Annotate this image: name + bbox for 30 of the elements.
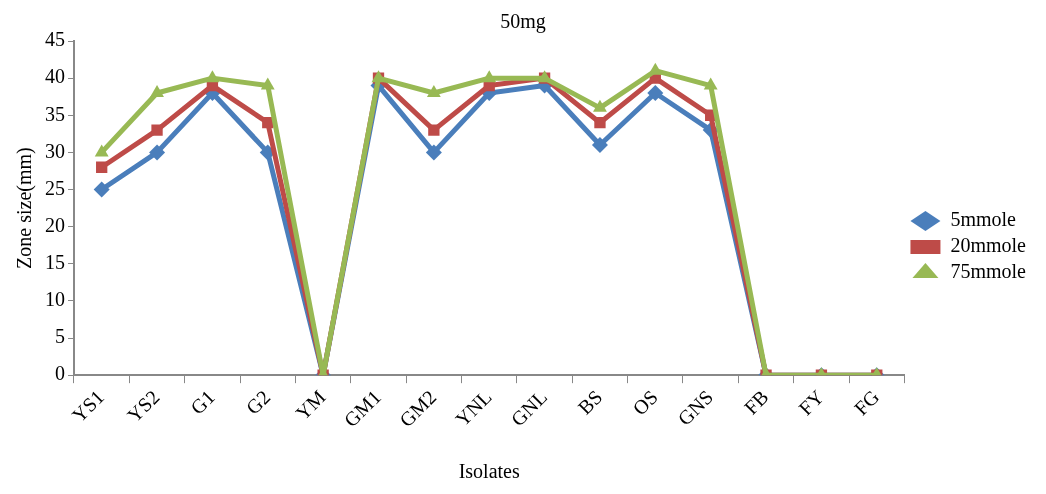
x-tick-label: FY bbox=[794, 385, 828, 420]
x-tick-label: GNS bbox=[673, 385, 718, 430]
x-tick-label: G1 bbox=[186, 385, 219, 419]
y-tick-label: 10 bbox=[45, 288, 65, 311]
y-tick-label: 20 bbox=[45, 213, 65, 236]
legend-label: 75mmole bbox=[950, 260, 1027, 283]
legend-label: 5mmole bbox=[950, 208, 1017, 231]
legend-label: 20mmole bbox=[950, 234, 1027, 257]
x-tick-label: YS1 bbox=[67, 385, 109, 427]
x-tick-label: YNL bbox=[451, 385, 496, 431]
y-tick-label: 5 bbox=[55, 325, 65, 348]
x-tick-label: FG bbox=[849, 385, 884, 420]
y-tick-label: 0 bbox=[55, 362, 65, 385]
y-tick-label: 30 bbox=[45, 139, 65, 162]
x-tick-label: BS bbox=[573, 385, 607, 419]
x-tick-label: GNL bbox=[506, 385, 552, 431]
x-tick-label: YM bbox=[291, 385, 330, 424]
x-axis-title: Isolates bbox=[458, 460, 520, 483]
x-tick-label: GM1 bbox=[339, 385, 386, 432]
x-tick-label: FB bbox=[739, 385, 773, 419]
y-tick-label: 35 bbox=[45, 102, 65, 125]
chart-title: 50mg bbox=[500, 10, 546, 34]
y-tick-label: 40 bbox=[45, 65, 65, 88]
x-tick-label: G2 bbox=[241, 385, 275, 419]
y-axis-title: Zone size(mm) bbox=[13, 147, 37, 269]
x-tick-label: YS2 bbox=[122, 385, 164, 427]
y-tick-label: 15 bbox=[45, 251, 65, 274]
x-tick-label: OS bbox=[628, 385, 662, 420]
y-tick-label: 25 bbox=[45, 176, 65, 199]
y-tick-label: 45 bbox=[45, 28, 65, 51]
